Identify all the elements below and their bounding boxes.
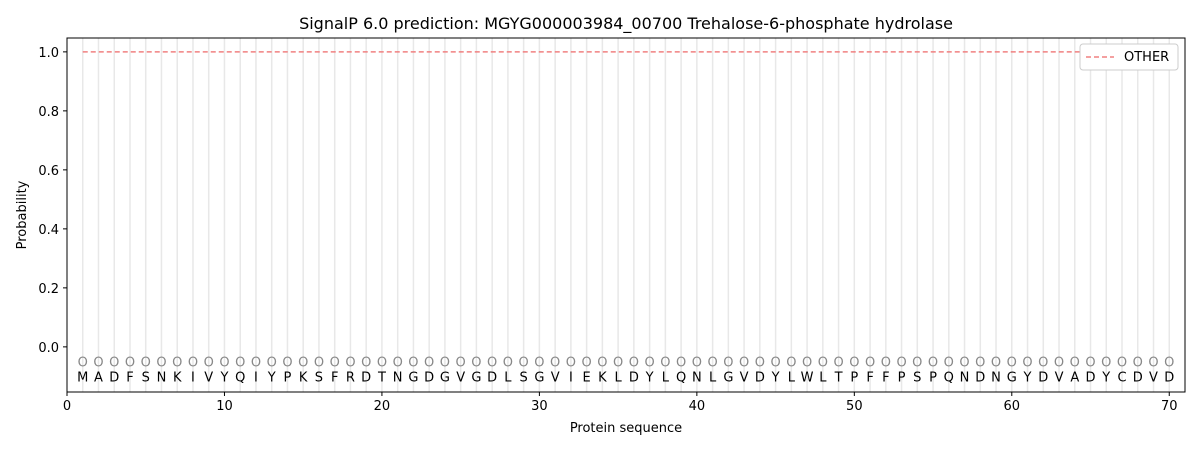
residue-label: P [284,370,292,385]
residue-label: D [1086,370,1096,385]
residue-label: Y [645,370,654,385]
residue-label: A [94,370,103,385]
residue-label: S [913,370,921,385]
predicted-labels-row: OOOOOOOOOOOOOOOOOOOOOOOOOOOOOOOOOOOOOOOO… [78,356,1175,371]
legend-box [1079,43,1179,71]
y-tick-label: 0.0 [38,341,59,356]
residue-label: V [1149,370,1158,385]
legend: OTHER [1079,43,1179,71]
residue-label: G [440,370,450,385]
y-axis-label: Probability [15,180,30,249]
residue-label: D [424,370,434,385]
residue-label: L [819,370,827,385]
residue-label: L [788,370,796,385]
residue-label: L [615,370,623,385]
residue-label: F [882,370,889,385]
residue-label: G [471,370,481,385]
residue-label: D [1164,370,1174,385]
x-tick-label: 30 [531,399,548,414]
residue-label: L [662,370,670,385]
residue-label: I [254,370,258,385]
x-tick-label: 50 [846,399,863,414]
residue-label: T [834,370,843,385]
residue-label: Y [771,370,780,385]
residue-label: Y [1101,370,1110,385]
residue-label: Q [676,370,686,385]
residue-label: K [598,370,607,385]
residue-label: V [456,370,465,385]
grid [81,38,1171,392]
residue-label: F [331,370,338,385]
residue-label: P [929,370,937,385]
residue-label: N [692,370,702,385]
residue-label: S [315,370,323,385]
residue-label: V [740,370,749,385]
residue-label: K [299,370,308,385]
residue-label: V [204,370,213,385]
y-tick-label: 0.2 [38,282,59,297]
residue-label: Q [944,370,954,385]
residue-label: R [346,370,355,385]
residue-label: P [898,370,906,385]
plot-frame [66,37,1186,393]
residue-label: V [551,370,560,385]
residue-label: D [109,370,119,385]
residue-label: K [173,370,182,385]
x-tick-label: 0 [63,399,71,414]
residue-label: S [520,370,528,385]
y-tick-label: 0.6 [38,164,59,179]
residue-label: F [126,370,133,385]
x-tick-label: 70 [1161,399,1178,414]
residue-label: F [866,370,873,385]
y-tick-label: 0.4 [38,223,59,238]
residue-label: I [191,370,195,385]
residue-label: N [991,370,1001,385]
residue-label: T [377,370,386,385]
residue-label: W [801,370,814,385]
residue-label: D [487,370,497,385]
residue-label: C [1117,370,1126,385]
residue-label: P [850,370,858,385]
residue-label: G [408,370,418,385]
residue-label: E [583,370,591,385]
residue-label: N [157,370,167,385]
residue-label: G [1007,370,1017,385]
residue-label: D [755,370,765,385]
x-tick-label: 10 [216,399,233,414]
legend-label-other: OTHER [1124,50,1169,65]
x-tick-label: 20 [374,399,391,414]
residue-label: D [1038,370,1048,385]
residue-label: L [504,370,512,385]
residue-label: A [1070,370,1079,385]
residue-label: I [569,370,573,385]
residue-label: Y [1023,370,1032,385]
residue-label: N [393,370,403,385]
x-tick-label: 60 [1004,399,1021,414]
residue-label: D [361,370,371,385]
sequence-labels: OOOOOOOOOOOOOOOOOOOOOOOOOOOOOOOOOOOOOOOO… [77,356,1174,386]
residue-label: M [77,370,88,385]
x-axis: 0 10 20 30 40 50 60 70 [63,392,1178,414]
residue-label: Y [219,370,228,385]
residue-label: D [629,370,639,385]
residue-label: V [1055,370,1064,385]
residue-label: Q [235,370,245,385]
residue-label: D [975,370,985,385]
residue-label: D [1133,370,1143,385]
x-axis-label: Protein sequence [570,421,682,436]
residue-label: Y [267,370,276,385]
residue-label: G [534,370,544,385]
residue-label: N [960,370,970,385]
residue-label: L [709,370,717,385]
chart-title: SignalP 6.0 prediction: MGYG000003984_00… [299,14,953,34]
y-tick-label: 0.8 [38,105,59,120]
y-axis: 0.0 0.2 0.4 0.6 0.8 1.0 [38,46,67,356]
y-tick-label: 1.0 [38,46,59,61]
residue-label: S [142,370,150,385]
x-tick-label: 40 [689,399,706,414]
residue-label: G [723,370,733,385]
